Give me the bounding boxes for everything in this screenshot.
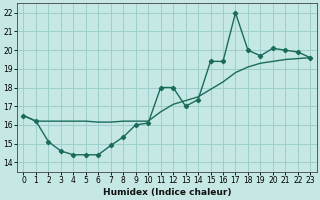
X-axis label: Humidex (Indice chaleur): Humidex (Indice chaleur)	[103, 188, 231, 197]
